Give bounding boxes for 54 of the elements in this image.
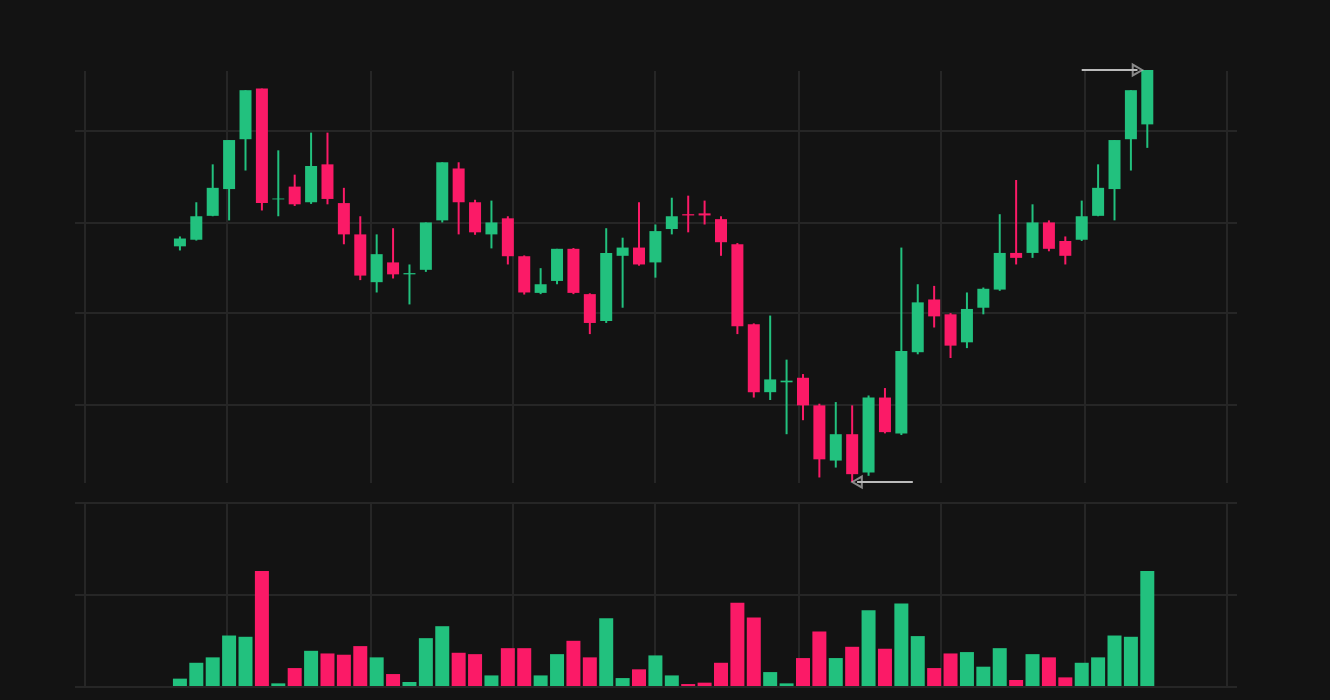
candlestick: [354, 215, 367, 282]
candlestick: [829, 401, 842, 469]
candlestick: [518, 254, 531, 296]
candlestick: [534, 267, 547, 296]
candlestick: [288, 173, 301, 207]
candlestick: [993, 213, 1006, 292]
candlestick: [387, 227, 400, 280]
candlestick: [698, 199, 711, 226]
candlestick: [305, 131, 318, 205]
candlestick: [1042, 219, 1055, 253]
candlestick: [551, 247, 564, 286]
bar: [877, 648, 892, 686]
bar: [845, 646, 860, 686]
bar: [861, 610, 876, 686]
candlestick: [1092, 163, 1105, 218]
candlestick: [714, 215, 727, 257]
bar: [1025, 654, 1040, 686]
candlestick: [944, 312, 957, 359]
candlestick: [501, 215, 514, 266]
candlestick: [796, 373, 809, 422]
candlestick: [419, 221, 432, 273]
candlestick: [960, 291, 973, 350]
candlestick: [206, 163, 219, 218]
candlestick: [567, 246, 580, 296]
candlestick: [616, 236, 629, 309]
bar: [386, 674, 401, 686]
bar: [484, 675, 499, 686]
candlestick: [878, 387, 891, 435]
candlestick: [469, 198, 482, 236]
candlestick: [665, 196, 678, 236]
candlestick: [764, 314, 777, 402]
candlestick: [583, 292, 596, 336]
bar: [254, 571, 269, 686]
bar: [287, 668, 302, 686]
candlestick: [337, 186, 350, 246]
candlestick: [190, 201, 203, 242]
candlestick: [485, 199, 498, 250]
bar: [304, 650, 319, 686]
candlestick: [452, 161, 465, 236]
candlestick: [928, 284, 941, 329]
bar: [828, 658, 843, 686]
candlestick: [1026, 203, 1039, 259]
candlestick: [846, 404, 859, 483]
candlestick: [1075, 199, 1088, 242]
candlestick: [633, 201, 646, 267]
candlestick: [370, 233, 383, 294]
candlestick: [1010, 179, 1023, 266]
candlestick: [977, 286, 990, 316]
bar: [1009, 680, 1024, 686]
candlestick: [1059, 235, 1072, 266]
bar: [369, 657, 384, 686]
bar: [632, 669, 647, 686]
candlestick: [649, 223, 662, 279]
candlestick: [321, 131, 334, 206]
